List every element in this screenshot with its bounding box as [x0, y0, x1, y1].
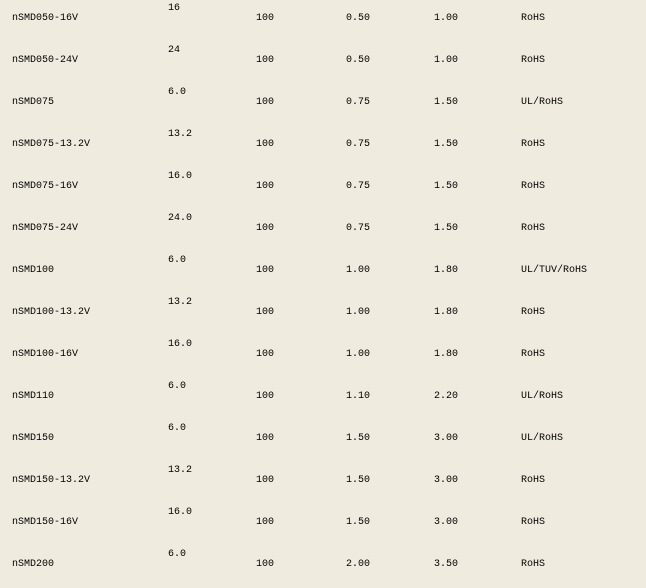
table-row: nSMD075-13.2V 13.2 100 0.75 1.50 RoHS	[0, 126, 646, 168]
hold-current-cell: 0.75	[346, 181, 371, 192]
max-current-cell: 100	[256, 349, 275, 360]
trip-current-cell: 3.50	[434, 559, 459, 570]
table-row: nSMD075-24V 24.0 100 0.75 1.50 RoHS	[0, 210, 646, 252]
trip-current-cell: 1.50	[434, 223, 459, 234]
certification-cell: UL/RoHS	[521, 391, 564, 402]
voltage-cell: 16.0	[168, 171, 193, 182]
part-name-cell: nSMD150-16V	[12, 517, 79, 528]
hold-current-cell: 1.00	[346, 349, 371, 360]
part-name-cell: nSMD100-13.2V	[12, 307, 91, 318]
max-current-cell: 100	[256, 223, 275, 234]
trip-current-cell: 1.00	[434, 55, 459, 66]
voltage-cell: 24	[168, 45, 181, 56]
voltage-cell: 13.2	[168, 129, 193, 140]
certification-cell: RoHS	[521, 13, 546, 24]
certification-cell: RoHS	[521, 475, 546, 486]
max-current-cell: 100	[256, 265, 275, 276]
voltage-cell: 13.2	[168, 297, 193, 308]
max-current-cell: 100	[256, 517, 275, 528]
part-name-cell: nSMD110	[12, 391, 55, 402]
max-current-cell: 100	[256, 97, 275, 108]
trip-current-cell: 3.00	[434, 517, 459, 528]
trip-current-cell: 1.50	[434, 97, 459, 108]
max-current-cell: 100	[256, 475, 275, 486]
hold-current-cell: 1.50	[346, 475, 371, 486]
part-name-cell: nSMD075-16V	[12, 181, 79, 192]
hold-current-cell: 0.50	[346, 55, 371, 66]
hold-current-cell: 0.75	[346, 139, 371, 150]
max-current-cell: 100	[256, 307, 275, 318]
part-name-cell: nSMD050-24V	[12, 55, 79, 66]
certification-cell: RoHS	[521, 181, 546, 192]
max-current-cell: 100	[256, 13, 275, 24]
certification-cell: UL/RoHS	[521, 433, 564, 444]
trip-current-cell: 1.50	[434, 139, 459, 150]
max-current-cell: 100	[256, 391, 275, 402]
trip-current-cell: 1.80	[434, 265, 459, 276]
part-name-cell: nSMD075-24V	[12, 223, 79, 234]
part-name-cell: nSMD150-13.2V	[12, 475, 91, 486]
hold-current-cell: 2.00	[346, 559, 371, 570]
trip-current-cell: 1.50	[434, 181, 459, 192]
certification-cell: UL/RoHS	[521, 97, 564, 108]
voltage-cell: 13.2	[168, 465, 193, 476]
voltage-cell: 16.0	[168, 339, 193, 350]
voltage-cell: 6.0	[168, 423, 187, 434]
part-name-cell: nSMD075	[12, 97, 55, 108]
table-row: nSMD150 6.0 100 1.50 3.00 UL/RoHS	[0, 420, 646, 462]
max-current-cell: 100	[256, 181, 275, 192]
hold-current-cell: 0.75	[346, 97, 371, 108]
part-name-cell: nSMD200	[12, 559, 55, 570]
certification-cell: RoHS	[521, 139, 546, 150]
trip-current-cell: 1.80	[434, 307, 459, 318]
table-row: nSMD050-24V 24 100 0.50 1.00 RoHS	[0, 42, 646, 84]
table-row: nSMD150-13.2V 13.2 100 1.50 3.00 RoHS	[0, 462, 646, 504]
hold-current-cell: 1.00	[346, 307, 371, 318]
trip-current-cell: 3.00	[434, 475, 459, 486]
hold-current-cell: 1.00	[346, 265, 371, 276]
table-row: nSMD075 6.0 100 0.75 1.50 UL/RoHS	[0, 84, 646, 126]
trip-current-cell: 3.00	[434, 433, 459, 444]
certification-cell: RoHS	[521, 517, 546, 528]
voltage-cell: 16	[168, 3, 181, 14]
voltage-cell: 6.0	[168, 87, 187, 98]
max-current-cell: 100	[256, 559, 275, 570]
voltage-cell: 6.0	[168, 381, 187, 392]
certification-cell: RoHS	[521, 55, 546, 66]
trip-current-cell: 2.20	[434, 391, 459, 402]
certification-cell: RoHS	[521, 559, 546, 570]
part-name-cell: nSMD075-13.2V	[12, 139, 91, 150]
certification-cell: RoHS	[521, 307, 546, 318]
voltage-cell: 6.0	[168, 255, 187, 266]
trip-current-cell: 1.80	[434, 349, 459, 360]
part-name-cell: nSMD100-16V	[12, 349, 79, 360]
table-row: nSMD100-16V 16.0 100 1.00 1.80 RoHS	[0, 336, 646, 378]
hold-current-cell: 1.50	[346, 433, 371, 444]
table-row: nSMD200 6.0 100 2.00 3.50 RoHS	[0, 546, 646, 588]
table-row: nSMD100-13.2V 13.2 100 1.00 1.80 RoHS	[0, 294, 646, 336]
table-row: nSMD050-16V 16 100 0.50 1.00 RoHS	[0, 0, 646, 42]
hold-current-cell: 1.10	[346, 391, 371, 402]
part-name-cell: nSMD150	[12, 433, 55, 444]
voltage-cell: 6.0	[168, 549, 187, 560]
max-current-cell: 100	[256, 433, 275, 444]
part-name-cell: nSMD100	[12, 265, 55, 276]
table-row: nSMD110 6.0 100 1.10 2.20 UL/RoHS	[0, 378, 646, 420]
max-current-cell: 100	[256, 55, 275, 66]
voltage-cell: 24.0	[168, 213, 193, 224]
hold-current-cell: 0.75	[346, 223, 371, 234]
certification-cell: RoHS	[521, 349, 546, 360]
table-row: nSMD100 6.0 100 1.00 1.80 UL/TUV/RoHS	[0, 252, 646, 294]
trip-current-cell: 1.00	[434, 13, 459, 24]
certification-cell: UL/TUV/RoHS	[521, 265, 588, 276]
max-current-cell: 100	[256, 139, 275, 150]
hold-current-cell: 1.50	[346, 517, 371, 528]
part-name-cell: nSMD050-16V	[12, 13, 79, 24]
voltage-cell: 16.0	[168, 507, 193, 518]
certification-cell: RoHS	[521, 223, 546, 234]
table-row: nSMD150-16V 16.0 100 1.50 3.00 RoHS	[0, 504, 646, 546]
hold-current-cell: 0.50	[346, 13, 371, 24]
table-row: nSMD075-16V 16.0 100 0.75 1.50 RoHS	[0, 168, 646, 210]
